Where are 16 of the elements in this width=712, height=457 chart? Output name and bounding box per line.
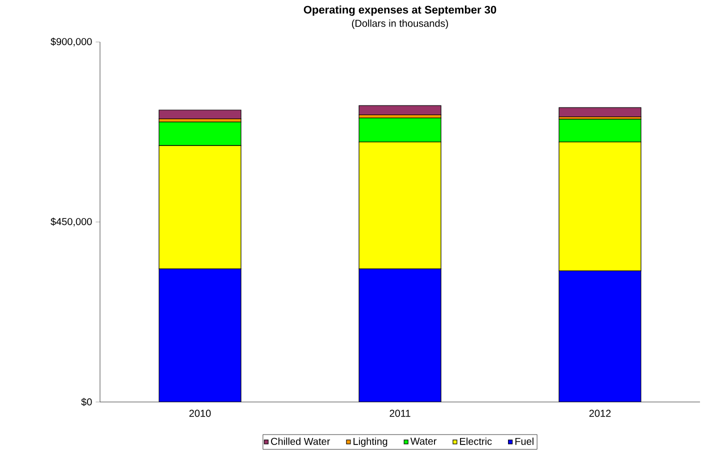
legend-label: Chilled Water [271, 438, 330, 445]
legend-label: Electric [460, 438, 492, 445]
y-tick-label: $900,000 [50, 38, 92, 46]
y-tick-label: $0 [81, 398, 92, 406]
chart-subtitle: (Dollars in thousands) [352, 20, 448, 29]
x-tick-label: 2010 [189, 410, 211, 417]
x-tick-label: 2011 [390, 410, 410, 417]
chart-title: Operating expenses at September 30 [304, 6, 496, 16]
bar [158, 110, 242, 120]
x-tick-label: 2012 [589, 410, 611, 417]
y-tick-label: $450,000 [50, 218, 92, 226]
legend-label: Fuel [515, 438, 534, 445]
legend-label: Lighting [354, 438, 388, 447]
legend-label: Water [410, 438, 436, 445]
bar [358, 105, 442, 116]
bar [558, 107, 642, 118]
